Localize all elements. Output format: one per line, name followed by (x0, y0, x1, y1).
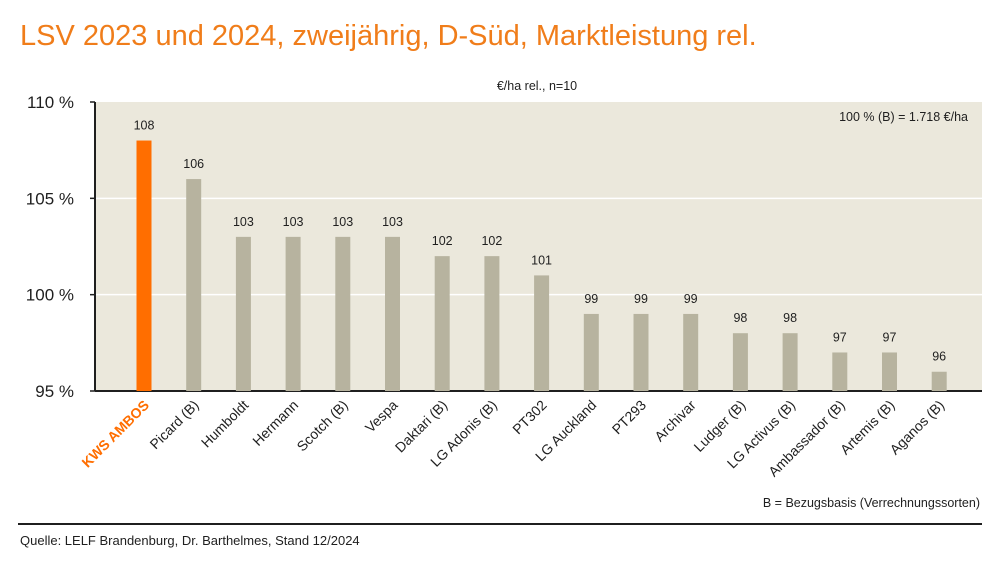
legend-note: B = Bezugsbasis (Verrechnungssorten) (763, 496, 980, 510)
x-tick-label: PT302 (509, 397, 550, 438)
y-tick-label: 110 % (27, 93, 74, 112)
data-label: 106 (183, 157, 204, 171)
bar (633, 313, 649, 391)
y-tick-label: 100 % (26, 286, 74, 305)
data-label: 99 (684, 292, 698, 306)
reference-note: 100 % (B) = 1.718 €/ha (839, 110, 968, 124)
data-label: 102 (481, 234, 502, 248)
data-label: 103 (283, 215, 304, 229)
data-label: 99 (634, 292, 648, 306)
bar (683, 313, 699, 391)
data-label: 103 (233, 215, 254, 229)
bar (285, 236, 301, 391)
data-label: 103 (332, 215, 353, 229)
x-tick-label: Aganos (B) (886, 397, 947, 458)
bar (385, 236, 400, 391)
x-tick-label: Picard (B) (147, 397, 202, 452)
data-label: 97 (833, 330, 847, 344)
x-tick-label: KWS AMBOS (78, 397, 152, 471)
x-tick-label: Archivar (651, 397, 699, 445)
x-tick-label: Humboldt (198, 397, 252, 451)
bar (484, 256, 500, 391)
x-tick-label: Scotch (B) (293, 397, 351, 455)
data-label: 98 (733, 311, 747, 325)
bar (534, 275, 550, 391)
bar (186, 179, 202, 391)
bar (782, 333, 798, 391)
bar (732, 333, 748, 391)
data-label: 101 (531, 253, 552, 267)
y-tick-label: 95 % (35, 382, 74, 401)
data-label: 103 (382, 215, 403, 229)
x-tick-label: Vespa (362, 397, 401, 436)
data-label: 98 (783, 311, 797, 325)
data-label: 108 (134, 119, 155, 133)
y-tick-label: 105 % (26, 189, 74, 208)
data-label: 96 (932, 350, 946, 364)
source-note: Quelle: LELF Brandenburg, Dr. Barthelmes… (20, 533, 360, 548)
data-label: 102 (432, 234, 453, 248)
bar (931, 371, 947, 391)
footer-divider (18, 523, 982, 525)
chart-title: LSV 2023 und 2024, zweijährig, D-Süd, Ma… (20, 20, 757, 52)
chart-subtitle: €/ha rel., n=10 (497, 79, 577, 93)
x-tick-label: PT293 (609, 397, 650, 438)
bar (882, 352, 897, 391)
x-tick-label: Hermann (249, 397, 301, 449)
bar (235, 236, 251, 391)
data-label: 99 (584, 292, 598, 306)
bar (335, 236, 351, 391)
bar (434, 256, 450, 391)
bar (583, 313, 599, 391)
bar (832, 352, 848, 391)
bar (136, 140, 152, 391)
data-label: 97 (883, 330, 897, 344)
